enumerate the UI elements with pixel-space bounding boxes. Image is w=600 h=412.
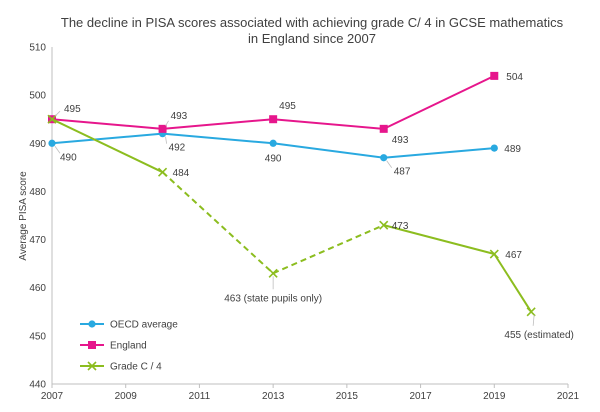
series-line-segment: [273, 118, 384, 130]
series-line-segment: [383, 74, 495, 130]
legend-label: Grade C / 4: [110, 362, 162, 373]
label-leader-line: [54, 110, 61, 117]
series-line-segment: [493, 253, 532, 313]
data-point: [158, 124, 167, 133]
axes: 440 450 460 470 480 490 500 510 2007 2009 2011 2013…: [29, 43, 579, 403]
y-tick-label: 440: [29, 380, 46, 391]
data-label: 492: [169, 143, 186, 154]
chart-title: The decline in PISA scores associated wi…: [61, 15, 564, 46]
label-leader-line: [54, 146, 61, 154]
x-tick-label: 2019: [483, 391, 506, 402]
data-point: [490, 144, 498, 152]
y-axis-label: Average PISA score: [18, 171, 29, 261]
data-point: [490, 71, 499, 80]
x-tick-label: 2021: [557, 391, 580, 402]
label-leader-line: [165, 120, 169, 127]
series-line-segment: [272, 224, 385, 275]
x-tick-label: 2017: [409, 391, 432, 402]
data-label: 487: [394, 167, 411, 178]
y-tick-label: 460: [29, 283, 46, 294]
series-line-segment: [273, 142, 384, 159]
series-grade-c-4: [47, 114, 536, 317]
y-tick-label: 470: [29, 235, 46, 246]
data-point: [379, 220, 389, 230]
data-point: [268, 268, 278, 278]
y-tick-label: 450: [29, 331, 46, 342]
legend-item: OECD average: [80, 320, 178, 331]
y-tick-label: 500: [29, 91, 46, 102]
data-label: 493: [171, 111, 188, 122]
data-label: 473: [392, 221, 409, 232]
data-point: [489, 249, 499, 259]
data-label: 490: [265, 153, 282, 164]
x-tick-label: 2011: [189, 391, 211, 402]
label-leader-line: [532, 314, 535, 326]
data-point: [380, 154, 388, 162]
legend: OECD average England Grade C / 4: [80, 320, 178, 373]
legend-label: England: [110, 341, 147, 352]
series-line-segment: [383, 147, 495, 159]
y-tick-label: 510: [29, 43, 46, 54]
series-line-segment: [161, 171, 274, 275]
series-england: [48, 71, 499, 133]
data-point: [48, 139, 56, 147]
data-point: [47, 114, 57, 124]
data-point: [158, 167, 168, 177]
chart-title-line-2: in England since 2007: [248, 31, 376, 46]
legend-item: England: [80, 341, 147, 352]
data-point: [269, 115, 278, 124]
legend-swatch-marker: [87, 361, 97, 371]
data-point: [269, 139, 277, 147]
y-tick-label: 480: [29, 187, 46, 198]
data-label: 504: [506, 72, 523, 83]
series-line-segment: [51, 118, 164, 174]
chart-title-line-1: The decline in PISA scores associated wi…: [61, 15, 564, 30]
data-label: 495: [279, 101, 296, 112]
data-label: 489: [504, 144, 521, 155]
x-tick-label: 2009: [115, 391, 138, 402]
series-line-segment: [383, 224, 495, 255]
data-label: 455 (estimated): [504, 330, 573, 341]
legend-swatch-marker: [88, 341, 96, 349]
series-line-segment: [162, 132, 274, 145]
data-label: 484: [173, 168, 190, 179]
data-label: 493: [392, 135, 409, 146]
series-line-segment: [51, 132, 163, 145]
legend-swatch-marker: [88, 320, 96, 328]
x-tick-label: 2013: [262, 391, 285, 402]
series-layer: [47, 71, 536, 317]
data-point: [379, 124, 388, 133]
x-tick-label: 2015: [336, 391, 359, 402]
series-line-segment: [162, 118, 274, 130]
data-label: 495: [64, 104, 81, 115]
label-leader-line: [165, 136, 167, 144]
legend-item: Grade C / 4: [80, 361, 162, 373]
x-tick-label: 2007: [41, 391, 64, 402]
data-label: 467: [505, 250, 522, 261]
label-leader-line: [386, 160, 393, 168]
data-labels: 490 492 490 487 489 495 493 495 493 504 484 463 (st…: [54, 72, 574, 341]
data-label: 490: [60, 152, 77, 163]
data-label: 463 (state pupils only): [224, 293, 322, 304]
data-point: [526, 307, 536, 317]
series-line-segment: [51, 118, 163, 130]
y-tick-label: 490: [29, 139, 46, 150]
legend-label: OECD average: [110, 320, 178, 331]
